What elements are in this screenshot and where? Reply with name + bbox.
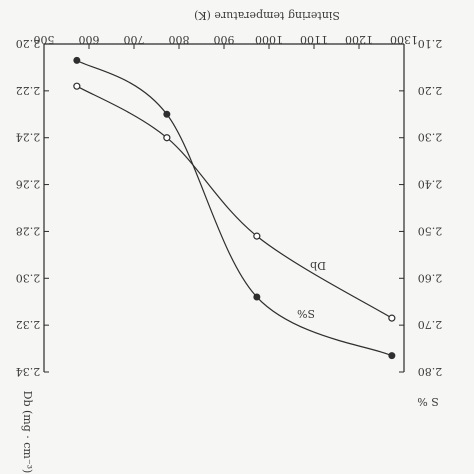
left-tick-label: 2.24	[16, 131, 41, 144]
right-tick-label: 2.80	[418, 365, 443, 378]
data-point-s	[73, 56, 81, 64]
markers	[73, 56, 396, 360]
data-point-db	[163, 134, 171, 142]
axes	[43, 43, 405, 372]
x-tick-label: 1100	[300, 33, 328, 46]
right-tick-label: 2.10	[418, 37, 443, 50]
series-label-s: S%	[297, 307, 315, 320]
data-point-db	[73, 82, 81, 90]
left-axis-title: Db (mg · cm⁻³)	[21, 391, 34, 474]
data-point-db	[388, 314, 396, 322]
x-tick-label: 600	[79, 33, 100, 46]
x-tick-label: 800	[169, 33, 190, 46]
right-tick-label: 2.40	[418, 178, 443, 191]
right-tick-label: 2.50	[418, 224, 443, 237]
right-tick-label: 2.70	[418, 318, 443, 331]
x-tick-label: 900	[214, 33, 235, 46]
right-tick-label: 2.30	[418, 131, 443, 144]
data-point-s	[253, 293, 261, 301]
series-line-s	[76, 59, 393, 357]
left-tick-label: 2.20	[16, 37, 41, 50]
right-axis-title: S %	[417, 395, 438, 408]
curves	[76, 59, 393, 357]
x-tick-label: 500	[34, 33, 55, 46]
left-tick-label: 2.30	[16, 271, 41, 284]
x-tick-label: 1300	[390, 33, 418, 46]
data-point-db	[253, 232, 261, 240]
right-tick-label: 2.20	[418, 84, 443, 97]
left-tick-label: 2.32	[16, 318, 41, 331]
x-tick-label: 1200	[345, 33, 373, 46]
x-tick-label: 700	[124, 33, 145, 46]
left-tick-label: 2.28	[16, 224, 41, 237]
ticks: 500 600 700 800 900 1000 1100 1200 1300 2.20 2.22 2…	[16, 33, 443, 378]
left-tick-label: 2.26	[16, 178, 41, 191]
left-tick-label: 2.34	[16, 365, 41, 378]
left-tick-label: 2.22	[16, 84, 41, 97]
series-label-db: Db	[310, 259, 326, 272]
right-tick-label: 2.60	[418, 271, 443, 284]
x-tick-label: 1000	[255, 33, 283, 46]
series-line-db	[76, 85, 393, 319]
x-axis-title: Sintering temperature (K)	[194, 9, 340, 22]
data-point-s	[388, 352, 396, 360]
data-point-s	[163, 110, 171, 118]
